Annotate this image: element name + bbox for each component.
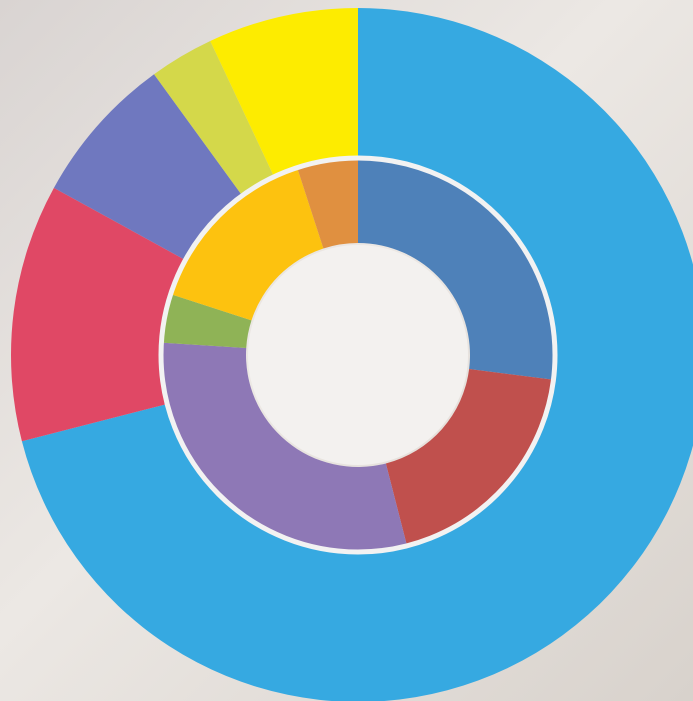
page: (() => { const data = JSON.parse(documen…: [0, 0, 693, 701]
chart: [0, 0, 693, 701]
center-hole: [248, 245, 468, 465]
